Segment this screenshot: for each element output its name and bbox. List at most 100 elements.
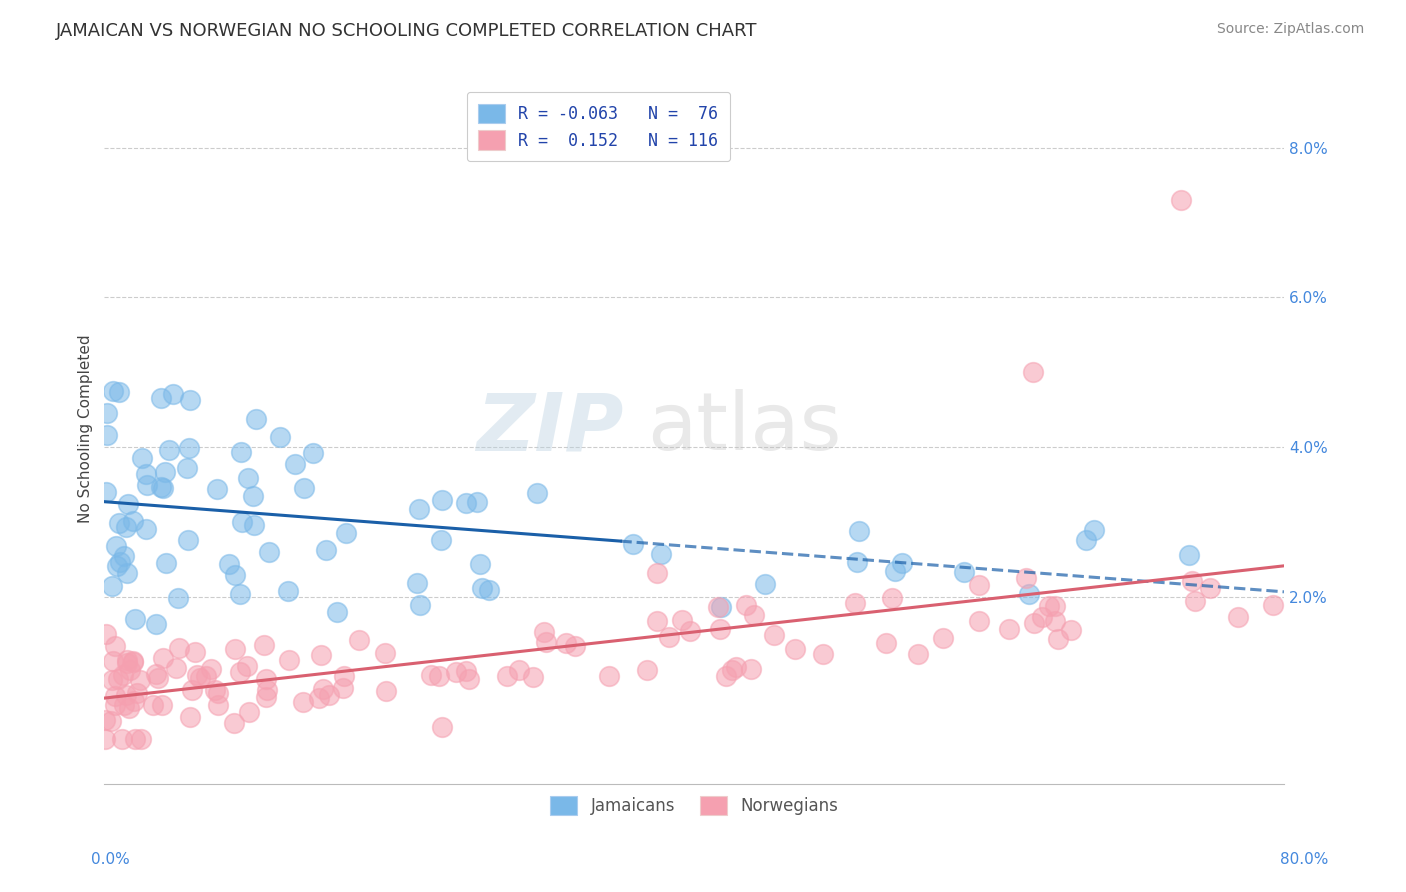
Point bbox=[430, 492, 453, 507]
Point bbox=[229, 665, 252, 679]
Point bbox=[1018, 587, 1040, 601]
Point bbox=[96, 406, 118, 420]
Point bbox=[231, 515, 253, 529]
Point bbox=[454, 496, 477, 510]
Point bbox=[176, 461, 198, 475]
Point bbox=[907, 647, 929, 661]
Point bbox=[118, 700, 141, 714]
Point bbox=[967, 577, 990, 591]
Point bbox=[969, 614, 991, 628]
Point bbox=[188, 671, 211, 685]
Point bbox=[112, 698, 135, 712]
Point bbox=[716, 669, 738, 683]
Text: 0.0%: 0.0% bbox=[91, 852, 131, 867]
Point bbox=[254, 672, 277, 686]
Point bbox=[1083, 523, 1105, 537]
Point bbox=[131, 451, 153, 466]
Point bbox=[710, 599, 733, 614]
Point bbox=[150, 698, 173, 713]
Point bbox=[1184, 594, 1206, 608]
Point bbox=[94, 731, 117, 746]
Point bbox=[742, 607, 765, 622]
Point bbox=[508, 664, 530, 678]
Point bbox=[309, 648, 332, 662]
Text: ZIP: ZIP bbox=[477, 389, 623, 467]
Point bbox=[536, 635, 558, 649]
Point bbox=[224, 568, 246, 582]
Point bbox=[100, 714, 122, 729]
Point bbox=[186, 668, 208, 682]
Point bbox=[254, 690, 277, 704]
Point bbox=[884, 564, 907, 578]
Point bbox=[104, 539, 127, 553]
Point bbox=[721, 663, 744, 677]
Point bbox=[218, 557, 240, 571]
Point bbox=[96, 428, 118, 442]
Point bbox=[762, 628, 785, 642]
Point bbox=[302, 446, 325, 460]
Point bbox=[1015, 571, 1038, 585]
Point bbox=[148, 671, 170, 685]
Point bbox=[152, 481, 174, 495]
Point bbox=[111, 731, 134, 746]
Point bbox=[101, 579, 124, 593]
Point bbox=[204, 683, 226, 698]
Point bbox=[332, 681, 354, 695]
Point bbox=[783, 642, 806, 657]
Point bbox=[1024, 616, 1046, 631]
Point bbox=[1227, 609, 1250, 624]
Text: 80.0%: 80.0% bbox=[1281, 852, 1329, 867]
Point bbox=[1074, 533, 1097, 548]
Point bbox=[184, 645, 207, 659]
Point bbox=[284, 457, 307, 471]
Point bbox=[526, 486, 548, 500]
Point bbox=[471, 581, 494, 595]
Point bbox=[1181, 574, 1204, 588]
Point bbox=[318, 689, 340, 703]
Point bbox=[496, 669, 519, 683]
Point bbox=[253, 638, 276, 652]
Point bbox=[207, 698, 229, 712]
Point bbox=[735, 599, 758, 613]
Point bbox=[725, 660, 748, 674]
Point bbox=[242, 518, 264, 533]
Point bbox=[128, 673, 150, 687]
Point bbox=[135, 467, 157, 481]
Point bbox=[224, 715, 246, 730]
Point bbox=[101, 654, 124, 668]
Point bbox=[707, 599, 730, 614]
Point bbox=[429, 669, 451, 683]
Point bbox=[129, 731, 152, 746]
Text: JAMAICAN VS NORWEGIAN NO SCHOOLING COMPLETED CORRELATION CHART: JAMAICAN VS NORWEGIAN NO SCHOOLING COMPL… bbox=[56, 22, 758, 40]
Text: atlas: atlas bbox=[647, 389, 841, 467]
Point bbox=[468, 557, 491, 571]
Point bbox=[478, 583, 501, 598]
Point bbox=[167, 591, 190, 605]
Point bbox=[932, 631, 955, 645]
Point bbox=[136, 478, 159, 492]
Point bbox=[308, 691, 330, 706]
Point bbox=[149, 480, 172, 494]
Point bbox=[101, 673, 124, 688]
Point bbox=[122, 654, 145, 668]
Point bbox=[430, 720, 453, 734]
Point bbox=[117, 566, 139, 581]
Point bbox=[118, 663, 141, 677]
Point bbox=[875, 636, 897, 650]
Point bbox=[1046, 632, 1069, 646]
Point bbox=[375, 684, 398, 698]
Point bbox=[709, 622, 731, 636]
Point bbox=[408, 502, 430, 516]
Point bbox=[406, 576, 429, 591]
Point bbox=[598, 669, 620, 683]
Point bbox=[444, 665, 467, 679]
Point bbox=[122, 514, 145, 528]
Point bbox=[465, 494, 488, 508]
Point bbox=[277, 584, 299, 599]
Point bbox=[458, 673, 481, 687]
Point bbox=[236, 659, 259, 673]
Point bbox=[236, 471, 259, 485]
Point bbox=[200, 662, 222, 676]
Point bbox=[124, 612, 146, 626]
Point bbox=[107, 672, 129, 686]
